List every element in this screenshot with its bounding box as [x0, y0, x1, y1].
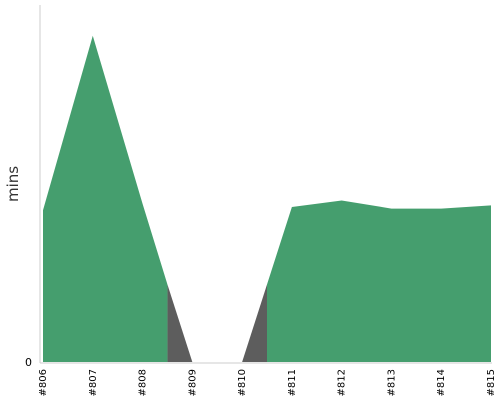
x-tick-label: #811: [287, 369, 298, 396]
x-tick-labels: #806 #807 #808 #809 #810 #811 #812 #813 #814 #815: [38, 369, 497, 396]
x-tick-label: #813: [386, 369, 397, 396]
failed-area-left: [167, 284, 193, 362]
y-tick-labels: 0: [25, 356, 32, 369]
failed-area-right: [242, 284, 267, 362]
x-tick-label: #809: [187, 369, 198, 396]
x-tick-label: #810: [237, 369, 248, 396]
success-area-1: [267, 200, 491, 362]
x-tick-label: #814: [436, 369, 447, 396]
y-tick-label: 0: [25, 356, 32, 369]
x-tick-label: #808: [138, 369, 149, 396]
y-axis-title: mins: [4, 166, 22, 202]
x-tick-label: #815: [486, 369, 497, 396]
x-tick-label: #806: [38, 369, 49, 396]
x-tick-label: #807: [88, 369, 99, 396]
success-area-0: [43, 35, 168, 363]
chart-areas: [43, 35, 491, 363]
x-tick-label: #812: [337, 369, 348, 396]
